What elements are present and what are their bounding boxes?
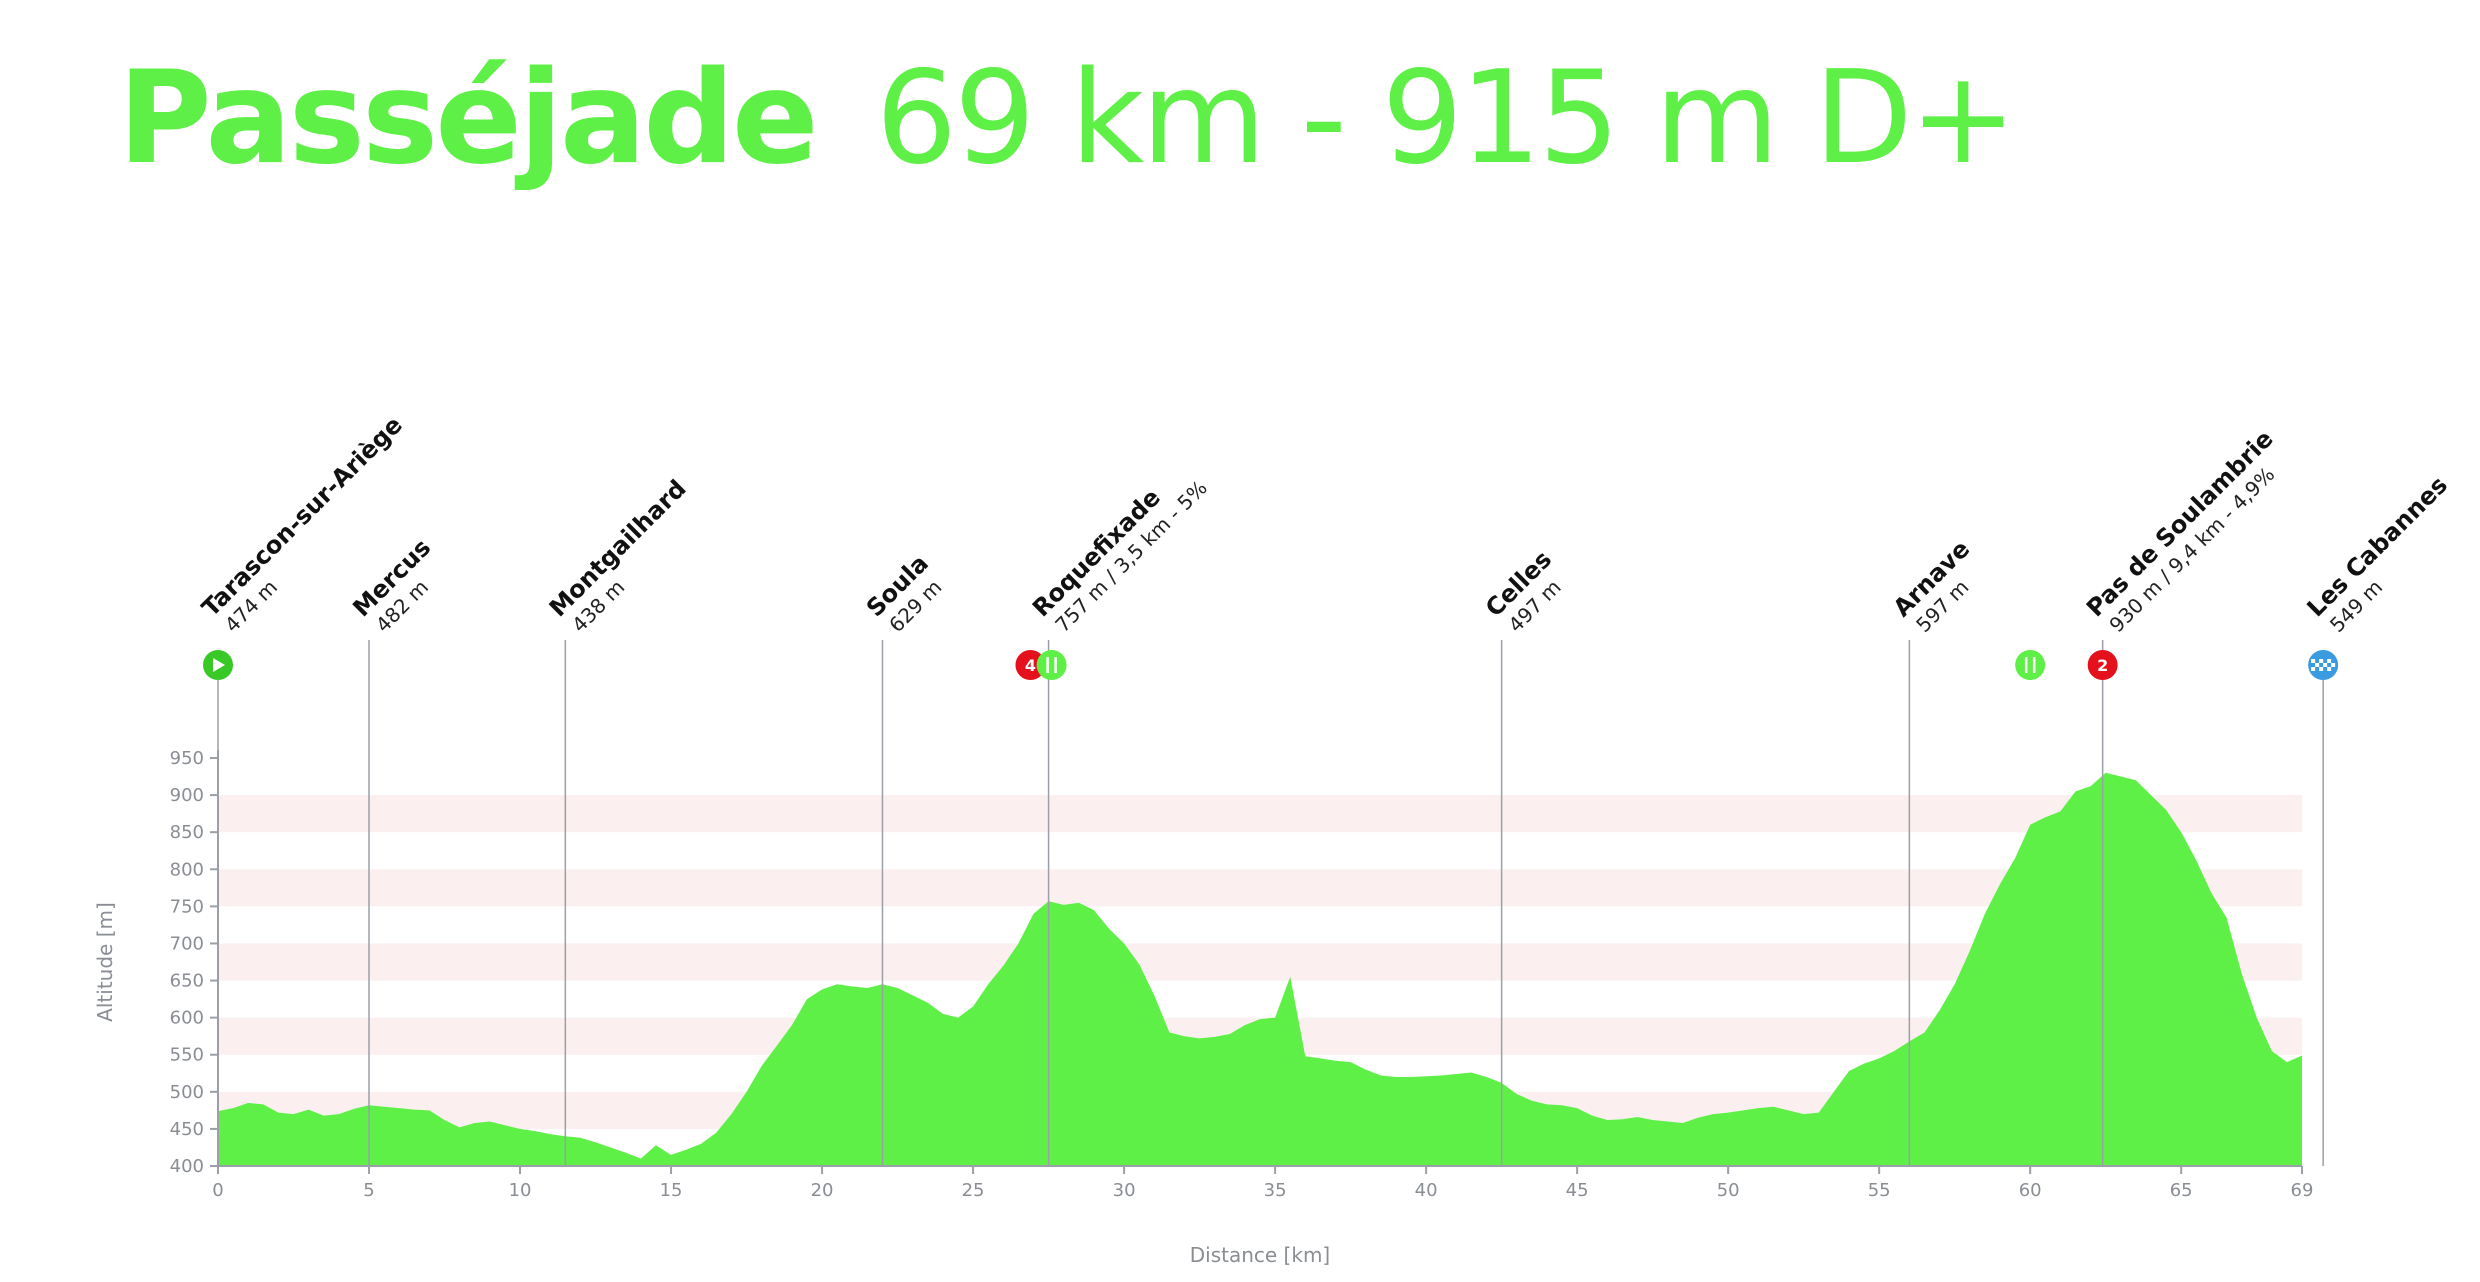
climb-category-icon (2087, 650, 2118, 680)
y-tick-label: 400 (170, 1156, 204, 1177)
x-tick-label: 10 (509, 1180, 532, 1201)
route-name: Passéjade (118, 44, 819, 193)
y-tick-label: 700 (170, 933, 204, 954)
checker-square (2315, 663, 2320, 667)
y-tick-label: 800 (170, 859, 204, 880)
y-tick-label: 750 (170, 896, 204, 917)
altitude-band (218, 869, 2302, 907)
start-marker (203, 650, 233, 680)
play-icon (213, 658, 225, 672)
route-stats: 69 km - 915 m D+ (875, 44, 2017, 193)
x-tick-label: 5 (363, 1180, 374, 1201)
x-tick-label: 50 (1717, 1180, 1740, 1201)
y-tick-label: 600 (170, 1008, 204, 1029)
y-tick-label: 850 (170, 822, 204, 843)
checker-square (2311, 667, 2316, 671)
y-tick-label: 650 (170, 971, 204, 992)
checker-square (2323, 663, 2328, 667)
x-tick-label: 40 (1415, 1180, 1438, 1201)
food-marker (1036, 650, 1067, 680)
x-tick-label: 60 (2019, 1180, 2042, 1201)
waypoint-altitude: 930 m / 9,4 km - 4,9% (2104, 462, 2279, 637)
waypoint-name: Pas de Soulambrie (2081, 425, 2279, 623)
y-axis-title: Altitude [m] (93, 902, 117, 1022)
chart-title: Passéjade 69 km - 915 m D+ (118, 42, 2017, 196)
climb-category-icon (1015, 650, 1046, 680)
food-marker (2015, 650, 2046, 680)
x-tick-label: 69 (2291, 1180, 2314, 1201)
food-icon (1036, 650, 1067, 680)
x-axis-title: Distance [km] (1190, 1243, 1330, 1267)
climb-marker: 4 (1015, 650, 1046, 680)
climb-marker: 2 (2087, 650, 2118, 680)
checker-square (2327, 667, 2332, 671)
x-tick-label: 30 (1113, 1180, 1136, 1201)
axes: 400 450 500 550 600 650 700 750 800 850 900 950 0 5 10… (93, 748, 2313, 1267)
profile-area (218, 772, 2302, 1166)
y-tick-label: 450 (170, 1119, 204, 1140)
y-tick-label: 550 (170, 1045, 204, 1066)
food-icon (2015, 650, 2046, 680)
x-tick-label: 45 (1566, 1180, 1589, 1201)
finish-marker (2308, 650, 2339, 680)
x-tick-label: 55 (1868, 1180, 1891, 1201)
x-tick-label: 15 (660, 1180, 683, 1201)
x-tick-label: 25 (962, 1180, 985, 1201)
x-tick-label: 35 (1264, 1180, 1287, 1201)
y-tick-label: 900 (170, 785, 204, 806)
checker-square (2311, 659, 2316, 663)
climb-category-label: 4 (1025, 656, 1036, 675)
y-tick-label: 950 (170, 748, 204, 769)
checker-square (2331, 663, 2336, 667)
altitude-band (218, 795, 2302, 833)
profile-area-layer (218, 772, 2302, 1166)
checker-square (2319, 659, 2324, 663)
checker-square (2319, 667, 2324, 671)
x-tick-label: 0 (212, 1180, 223, 1201)
checker-square (2327, 659, 2332, 663)
x-tick-label: 20 (811, 1180, 834, 1201)
x-tick-label: 65 (2170, 1180, 2193, 1201)
climb-category-label: 2 (2097, 656, 2108, 675)
y-tick-label: 500 (170, 1082, 204, 1103)
